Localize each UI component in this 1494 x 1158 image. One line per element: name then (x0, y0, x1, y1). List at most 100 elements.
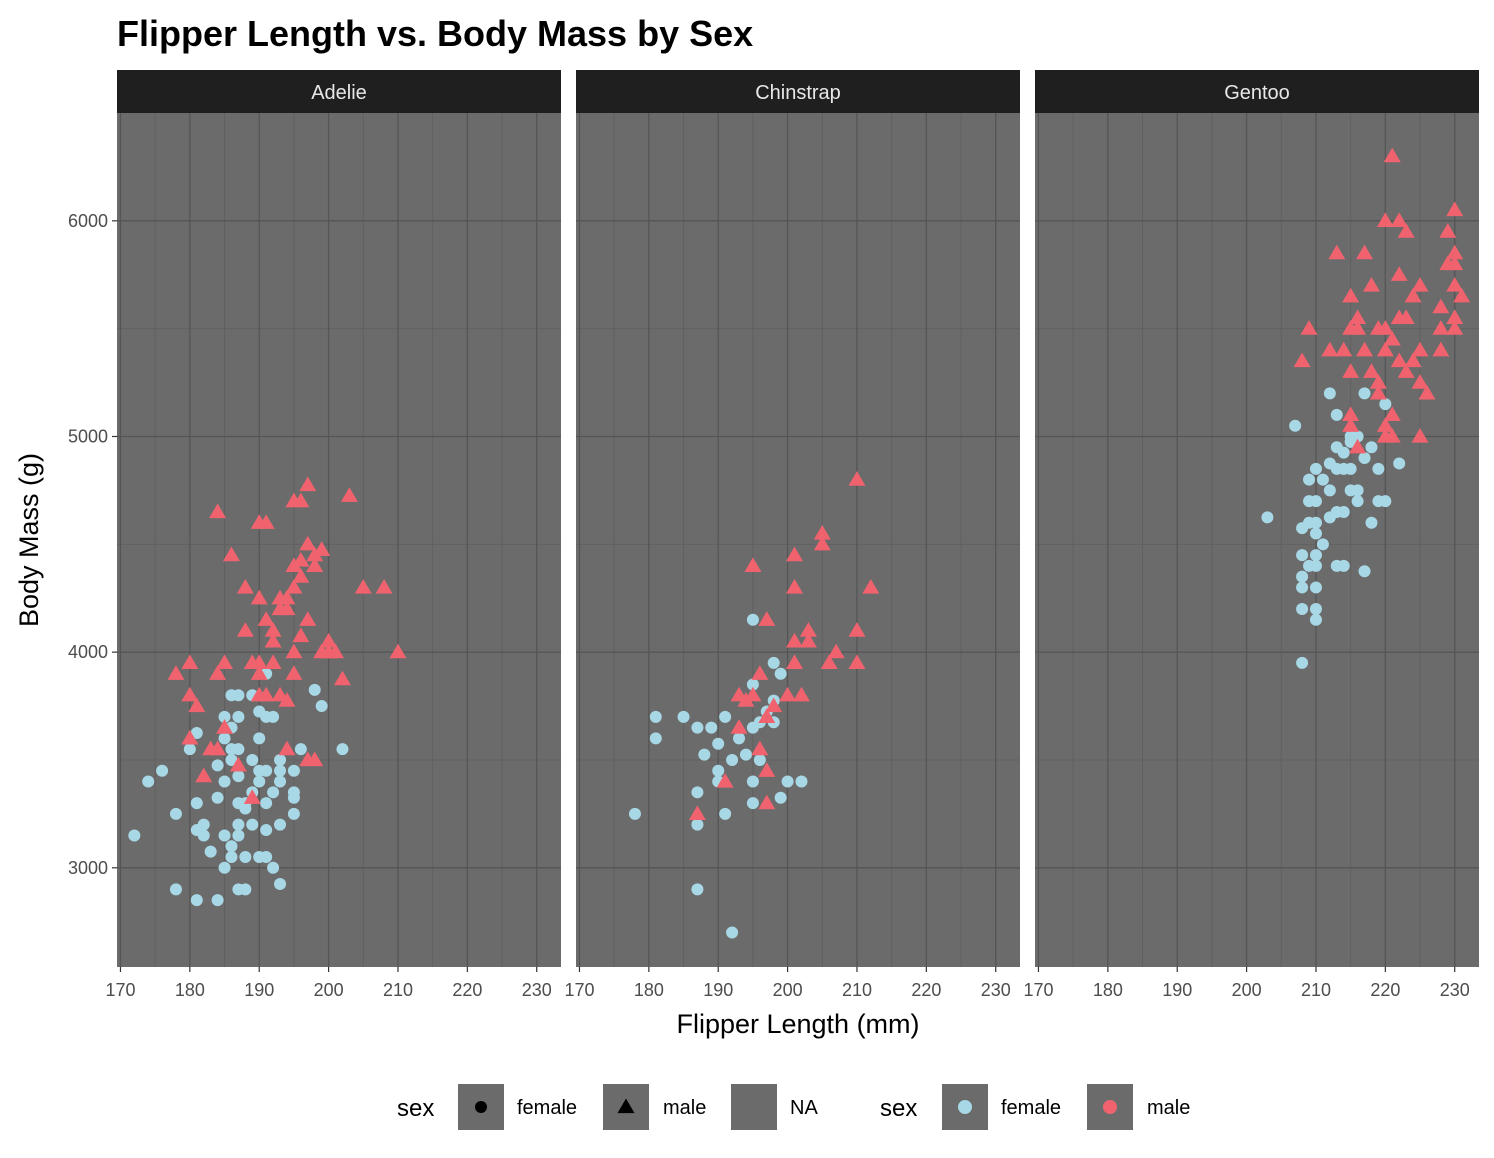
point-female (267, 710, 280, 723)
point-female (1344, 462, 1357, 475)
point-female (774, 667, 787, 680)
point-female (267, 861, 280, 874)
point-male (1335, 341, 1353, 357)
point-male (299, 476, 317, 492)
point-female (169, 883, 182, 896)
point-male (1383, 406, 1401, 422)
point-male (1446, 201, 1464, 217)
point-male (1390, 212, 1408, 227)
point-female (211, 894, 224, 907)
point-female (315, 700, 328, 713)
point-male (1376, 417, 1394, 432)
point-male (820, 654, 838, 670)
point-male (1397, 309, 1415, 324)
point-male (236, 622, 254, 637)
legend-color-swatch (958, 1100, 972, 1114)
point-male (306, 751, 324, 767)
point-female (1337, 446, 1350, 459)
point-female (705, 721, 718, 734)
x-tick-label: 190 (703, 980, 733, 1000)
point-female (1337, 559, 1350, 572)
legend-title-color: sex (880, 1095, 917, 1122)
x-tick-label: 230 (1440, 980, 1470, 1000)
point-male (1369, 374, 1387, 389)
facet-strip-label: Chinstrap (755, 82, 841, 104)
point-female (232, 689, 245, 702)
point-male (1446, 277, 1464, 292)
point-female (287, 807, 300, 820)
point-female (218, 710, 231, 723)
point-female (1365, 516, 1378, 529)
y-tick-label: 5000 (68, 426, 108, 446)
point-male (1418, 384, 1436, 400)
point-female (260, 764, 273, 777)
point-male (1342, 363, 1360, 378)
point-male (285, 643, 303, 659)
point-male (354, 578, 372, 594)
point-female (1309, 495, 1322, 508)
point-female (649, 732, 662, 745)
point-male (1321, 341, 1339, 357)
point-male (1439, 223, 1457, 238)
point-male (688, 805, 706, 821)
point-female (1309, 527, 1322, 540)
point-male (222, 546, 240, 562)
point-male (264, 622, 282, 637)
point-female (211, 759, 224, 772)
point-female (767, 656, 780, 669)
point-female (1358, 565, 1371, 578)
point-male (1446, 244, 1464, 260)
point-male (285, 665, 303, 680)
point-female (225, 840, 238, 853)
legend: sex female male NA sex female male (397, 1084, 1190, 1130)
point-male (1383, 427, 1401, 443)
point-male (758, 611, 776, 626)
x-tick-label: 200 (773, 980, 803, 1000)
point-female (1372, 462, 1385, 475)
point-female (225, 851, 238, 864)
point-male (333, 670, 351, 686)
legend-label: male (1147, 1097, 1190, 1119)
point-male (813, 535, 831, 551)
point-female (190, 797, 203, 810)
point-male (250, 589, 268, 605)
point-male (264, 654, 282, 670)
point-female (1351, 430, 1364, 443)
point-female (253, 705, 266, 718)
point-male (786, 632, 804, 648)
point-male (375, 578, 393, 594)
point-male (209, 503, 227, 519)
point-male (1404, 287, 1422, 303)
facet-gentoo: Gentoo 170 180 190 200 210 220 230 (1023, 70, 1479, 1000)
point-male (1411, 277, 1429, 292)
point-male (758, 708, 776, 723)
point-male (758, 794, 776, 810)
point-female (287, 764, 300, 777)
point-female (719, 710, 732, 723)
point-male (1300, 320, 1318, 335)
x-tick-label: 170 (564, 980, 594, 1000)
point-male (1390, 266, 1408, 281)
point-male (181, 654, 199, 670)
point-female (1309, 559, 1322, 572)
point-female (1296, 570, 1309, 583)
point-female (308, 683, 321, 696)
point-male (1383, 330, 1401, 346)
point-male (848, 622, 866, 637)
point-male (292, 568, 310, 583)
point-female (183, 743, 196, 756)
point-female (712, 764, 725, 777)
point-male (1293, 352, 1311, 368)
point-female (1358, 387, 1371, 400)
point-female (225, 753, 238, 766)
x-axis-title: Flipper Length (mm) (676, 1009, 919, 1039)
point-female (719, 807, 732, 820)
point-male (779, 686, 797, 702)
point-male (751, 665, 769, 680)
point-female (1303, 473, 1316, 486)
point-male (236, 578, 254, 594)
point-male (1376, 341, 1394, 357)
facet-strip-label: Gentoo (1224, 82, 1290, 104)
point-female (246, 818, 259, 831)
